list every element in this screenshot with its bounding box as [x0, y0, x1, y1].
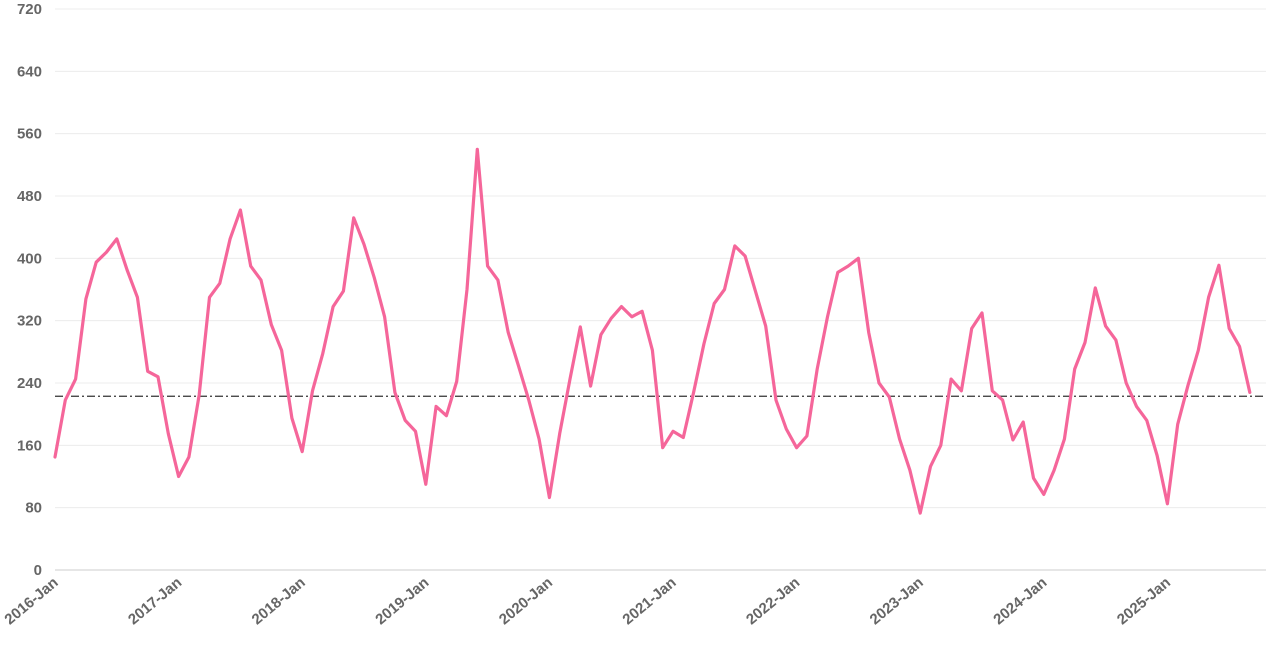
y-tick-label: 80 — [25, 500, 42, 517]
x-tick-label: 2022-Jan — [743, 574, 803, 628]
x-tick-label: 2016-Jan — [1, 574, 61, 628]
x-tick-label: 2019-Jan — [372, 574, 432, 628]
series-line — [53, 147, 1252, 515]
y-tick-label: 640 — [17, 63, 42, 80]
x-tick-label: 2017-Jan — [125, 574, 185, 628]
y-tick-label: 480 — [17, 188, 42, 205]
y-tick-label: 240 — [17, 375, 42, 392]
x-axis-ticks: 2016-Jan 2017-Jan 2018-Jan 2019-Jan 2020-Jan… — [1, 574, 1174, 628]
y-tick-label: 320 — [17, 313, 42, 330]
gridlines — [55, 8, 1266, 509]
x-tick-label: 2024-Jan — [990, 574, 1050, 628]
series-group — [53, 147, 1252, 515]
x-tick-label: 2025-Jan — [1114, 574, 1174, 628]
y-tick-label: 400 — [17, 250, 42, 267]
y-tick-label: 720 — [17, 1, 42, 18]
y-tick-label: 160 — [17, 437, 42, 454]
x-tick-label: 2021-Jan — [619, 574, 679, 628]
x-tick-label: 2020-Jan — [496, 574, 556, 628]
x-tick-label: 2018-Jan — [249, 574, 309, 628]
y-axis-ticks: 0 80 160 240 320 400 480 560 640 720 — [17, 1, 42, 579]
x-tick-label: 2023-Jan — [867, 574, 927, 628]
y-tick-label: 0 — [34, 562, 42, 579]
y-tick-label: 560 — [17, 126, 42, 143]
